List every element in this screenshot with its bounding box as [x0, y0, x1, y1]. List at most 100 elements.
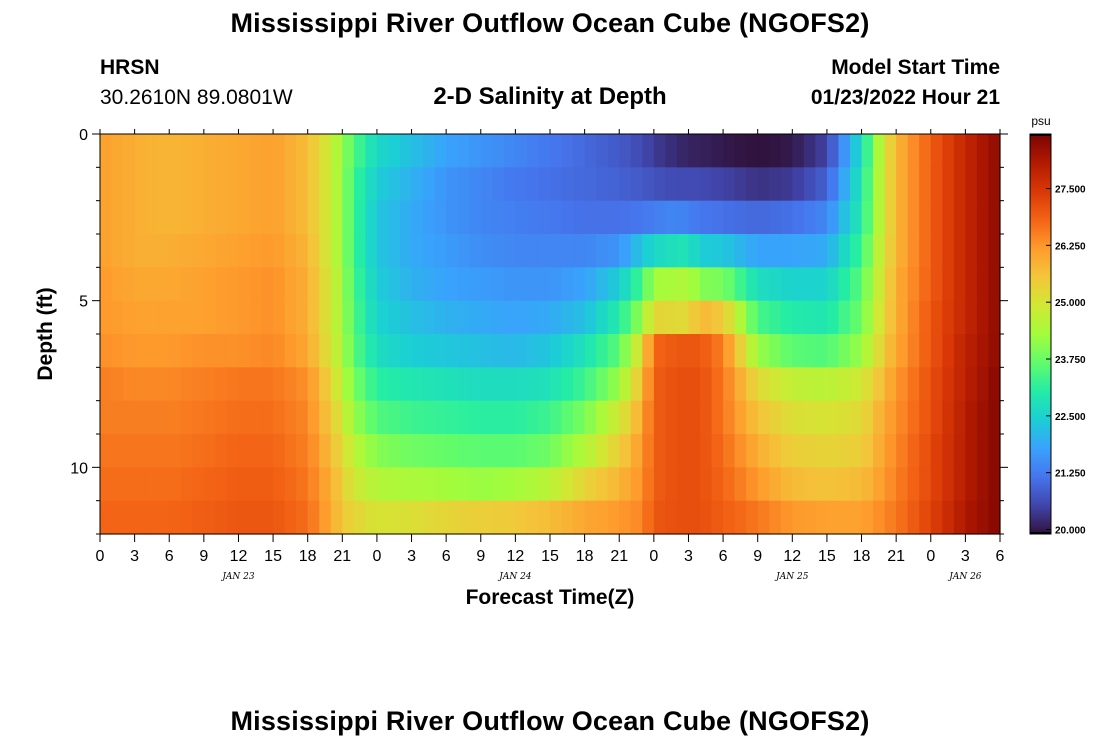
heatmap-cell	[284, 300, 297, 335]
heatmap-cell	[526, 434, 540, 468]
heatmap-cell	[700, 434, 713, 468]
heatmap-cell	[480, 334, 493, 368]
heatmap-cell	[296, 234, 309, 268]
heatmap-cell	[342, 334, 355, 368]
heatmap-cell	[446, 234, 459, 268]
heatmap-cell	[215, 400, 228, 435]
heatmap-cell	[457, 334, 470, 368]
heatmap-cell	[411, 200, 424, 235]
heatmap-cell	[826, 500, 840, 535]
heatmap-cell	[538, 434, 551, 468]
heatmap-cell	[400, 434, 413, 468]
heatmap-cell	[746, 500, 759, 535]
station-name: HRSN	[100, 56, 160, 79]
heatmap-cell	[607, 267, 620, 302]
heatmap-cell	[319, 134, 332, 168]
heatmap-cell	[192, 267, 205, 302]
heatmap-cell	[515, 267, 528, 302]
heatmap-cell	[976, 334, 990, 368]
heatmap-cell	[284, 200, 297, 235]
heatmap-cell	[330, 367, 343, 402]
heatmap-cell	[734, 434, 747, 468]
heatmap-cell	[492, 367, 505, 402]
heatmap-cell	[457, 434, 470, 468]
heatmap-cell	[434, 500, 447, 535]
heatmap-cell	[273, 467, 286, 502]
heatmap-cell	[376, 167, 390, 202]
heatmap-cell	[238, 267, 251, 302]
heatmap-cell	[873, 234, 886, 268]
heatmap-cell	[873, 334, 886, 368]
heatmap-cell	[653, 134, 666, 168]
heatmap-cell	[434, 334, 447, 368]
heatmap-cell	[526, 134, 540, 168]
heatmap-cell	[573, 200, 586, 235]
heatmap-cell	[988, 167, 1001, 202]
heatmap-cell	[319, 234, 332, 268]
heatmap-cell	[584, 334, 597, 368]
heatmap-cell	[942, 334, 955, 368]
heatmap-cell	[423, 400, 436, 435]
heatmap-cell	[538, 134, 551, 168]
colorbar-tick-label: 27.500	[1055, 185, 1086, 196]
heatmap-cell	[353, 300, 366, 335]
heatmap-cell	[607, 400, 620, 435]
x-date-label: JAN 25	[774, 572, 809, 582]
heatmap-cell	[769, 200, 782, 235]
heatmap-cell	[965, 134, 978, 168]
heatmap-cell	[238, 300, 251, 335]
heatmap-cell	[307, 134, 320, 168]
heatmap-cell	[815, 234, 828, 268]
heatmap-cell	[284, 334, 297, 368]
colorbar-tick-label: 26.250	[1055, 241, 1086, 252]
heatmap-cell	[676, 134, 690, 168]
heatmap-cell	[365, 234, 378, 268]
heatmap-cell	[123, 334, 136, 368]
heatmap-cell	[965, 300, 978, 335]
heatmap-cell	[734, 367, 747, 402]
heatmap-cell	[538, 400, 551, 435]
heatmap-cell	[711, 300, 724, 335]
heatmap-cell	[238, 367, 251, 402]
heatmap-cell	[400, 400, 413, 435]
heatmap-cell	[653, 200, 666, 235]
x-tick-label: 0	[926, 548, 935, 565]
heatmap-cell	[676, 267, 690, 302]
heatmap-cell	[630, 434, 643, 468]
heatmap-cell	[284, 434, 297, 468]
heatmap-cell	[607, 200, 620, 235]
heatmap-cell	[596, 367, 609, 402]
heatmap-cell	[561, 467, 574, 502]
heatmap-cell	[700, 467, 713, 502]
heatmap-cell	[676, 167, 690, 202]
heatmap-cell	[550, 400, 563, 435]
heatmap-cell	[192, 500, 205, 535]
heatmap-cell	[250, 267, 263, 302]
heatmap-cell	[123, 400, 136, 435]
heatmap-cell	[388, 300, 401, 335]
heatmap-cell	[261, 234, 274, 268]
heatmap-cell	[676, 367, 690, 402]
heatmap-cell	[469, 134, 482, 168]
heatmap-cell	[653, 400, 666, 435]
heatmap-cell	[803, 134, 816, 168]
heatmap-cell	[388, 434, 401, 468]
heatmap-cell	[296, 434, 309, 468]
heatmap-cell	[157, 134, 170, 168]
x-tick-label: 3	[130, 548, 139, 565]
heatmap-cell	[919, 334, 932, 368]
heatmap-cell	[630, 367, 643, 402]
heatmap-cell	[123, 300, 136, 335]
heatmap-cell	[169, 500, 182, 535]
heatmap-cell	[919, 167, 932, 202]
heatmap-cell	[538, 234, 551, 268]
heatmap-cell	[250, 400, 263, 435]
heatmap-cell	[757, 167, 770, 202]
heatmap-cell	[180, 434, 193, 468]
colorbar-tick-label: 23.750	[1055, 355, 1086, 366]
heatmap-cell	[123, 267, 136, 302]
heatmap-cell	[596, 200, 609, 235]
heatmap-cell	[319, 167, 332, 202]
heatmap-cell	[400, 500, 413, 535]
heatmap-cell	[284, 400, 297, 435]
